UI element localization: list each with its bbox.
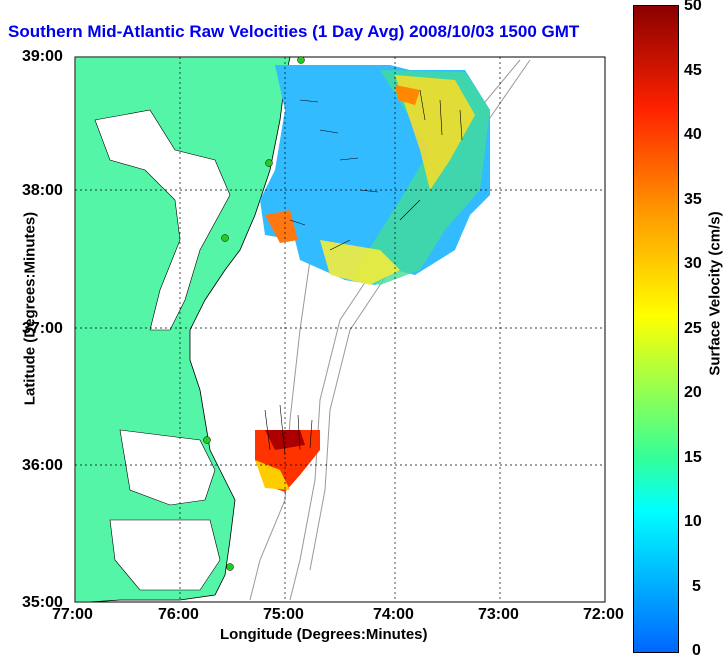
chesapeake-bay [94,109,231,331]
pamlico-sound [109,519,221,591]
y-tick: 38:00 [22,182,63,199]
velocity-vectors [264,89,463,456]
map-title: Southern Mid-Atlantic Raw Velocities (1 … [8,22,580,41]
y-axis-label: Latitude (Degrees:Minutes) [21,211,39,406]
y-tick: 37:00 [22,320,63,337]
sound-water [119,429,216,506]
x-tick: 76:00 [158,606,199,623]
radar-stations [203,56,305,571]
colorbar-tick: 15 [684,449,702,466]
x-axis-label: Longitude (Degrees:Minutes) [220,626,428,643]
colorbar-tick: 30 [684,255,702,272]
colorbar [633,5,679,653]
y-tick: 39:00 [22,48,63,65]
x-tick: 77:00 [52,606,93,623]
colorbar-tick: 0 [692,642,701,659]
x-tick: 73:00 [478,606,519,623]
colorbar-tick: 20 [684,384,702,401]
x-tick: 75:00 [263,606,304,623]
colorbar-tick: 5 [692,578,701,595]
colorbar-tick: 35 [684,191,702,208]
colorbar-tick: 45 [684,62,702,79]
x-tick: 74:00 [373,606,414,623]
x-tick: 72:00 [583,606,624,623]
colorbar-tick: 50 [684,0,702,14]
colorbar-tick: 40 [684,126,702,143]
colorbar-label: Surface Velocity (cm/s) [706,211,724,376]
grid-lines [75,57,605,602]
y-tick: 35:00 [22,594,63,611]
colorbar-tick: 25 [684,320,702,337]
y-tick: 36:00 [22,457,63,474]
colorbar-tick: 10 [684,513,702,530]
